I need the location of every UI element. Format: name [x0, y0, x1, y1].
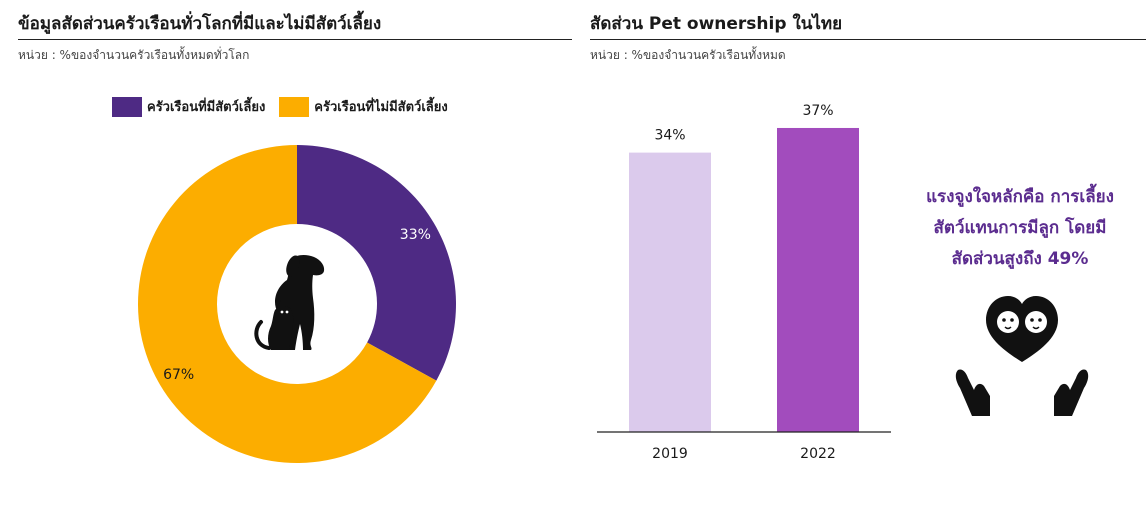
- right-panel-title: สัดส่วน Pet ownership ในไทย: [590, 14, 843, 34]
- hands-holding-heart-with-pets-icon: [955, 296, 1089, 416]
- bar-chart: 34% 2019 37% 2022: [597, 103, 891, 462]
- motivation-note-line-3: สัดส่วนสูงถึง 49%: [951, 249, 1089, 269]
- donut-slice-label-1: 33%: [400, 227, 431, 243]
- left-panel-title: ข้อมูลสัดส่วนครัวเรือนทั่วโลกที่มีและไม่…: [18, 14, 382, 34]
- donut-slice-label-2: 67%: [163, 367, 194, 383]
- donut-chart: 33% 67%: [138, 145, 456, 464]
- left-unit-note: หน่วย : %ของจำนวนครัวเรือนทั้งหมดทั่วโลก: [18, 48, 250, 62]
- legend-swatch-with-pets: [112, 96, 142, 117]
- bar-2022: [777, 127, 859, 432]
- left-panel: ข้อมูลสัดส่วนครัวเรือนทั่วโลกที่มีและไม่…: [18, 14, 572, 464]
- legend-swatch-without-pets: [279, 96, 310, 117]
- bar-2019: [629, 152, 711, 432]
- left-title-divider: [18, 39, 572, 40]
- legend-label-without-pets: ครัวเรือนที่ไม่มีสัตว์เลี้ยง: [314, 100, 448, 115]
- donut-slice-1: [297, 145, 456, 381]
- legend-item-with-pets: ครัวเรือนที่มีสัตว์เลี้ยง: [112, 96, 265, 117]
- legend-label-with-pets: ครัวเรือนที่มีสัตว์เลี้ยง: [147, 100, 266, 115]
- donut-slice-2: [138, 145, 437, 464]
- bar-category-label-2019: 2019: [652, 446, 688, 462]
- dog-and-cat-icon: [254, 255, 325, 350]
- bar-value-label-2022: 37%: [802, 103, 833, 119]
- motivation-note-line-2: สัตว์แทนการมีลูก โดยมี: [933, 218, 1107, 238]
- donut-legend: ครัวเรือนที่มีสัตว์เลี้ยง ครัวเรือนที่ไม…: [112, 96, 462, 117]
- right-title-divider: [590, 39, 1146, 40]
- bar-category-label-2022: 2022: [800, 446, 836, 462]
- motivation-note-line-1: แรงจูงใจหลักคือ การเลี้ยง: [926, 187, 1114, 207]
- right-unit-note: หน่วย : %ของจำนวนครัวเรือนทั้งหมด: [590, 48, 786, 62]
- motivation-note: แรงจูงใจหลักคือ การเลี้ยง สัตว์แทนการมีล…: [910, 182, 1130, 275]
- legend-item-without-pets: ครัวเรือนที่ไม่มีสัตว์เลี้ยง: [279, 96, 448, 117]
- bar-value-label-2019: 34%: [654, 128, 685, 144]
- right-panel: สัดส่วน Pet ownership ในไทย หน่วย : %ของ…: [590, 0, 1146, 513]
